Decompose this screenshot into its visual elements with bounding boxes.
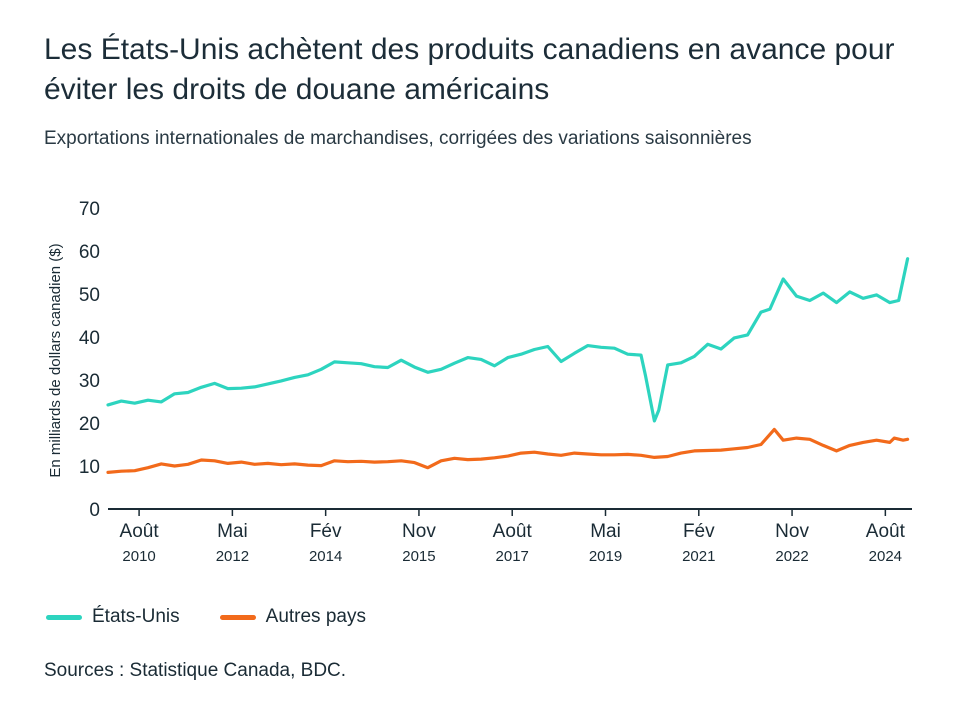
series-line-other: [106, 427, 910, 474]
y-tick-label: 60: [79, 242, 100, 263]
x-tick-label-month: Nov: [775, 521, 809, 542]
series-lines: [106, 257, 910, 474]
x-tick-label-month: Mai: [217, 521, 248, 542]
y-tick-label: 70: [79, 199, 100, 220]
x-tick-label-month: Août: [493, 521, 533, 542]
legend-swatch-us: [46, 614, 82, 620]
x-tick-label-year: 2022: [775, 548, 808, 565]
x-tick-label-year: 2021: [682, 548, 715, 565]
x-tick-label-year: 2014: [309, 548, 342, 565]
line-chart: 0 10 20 30 40 50 60 70 En milliards de dollars c…: [47, 199, 912, 565]
legend-label-other: Autres pays: [265, 606, 366, 627]
x-tick-label-month: Fév: [683, 521, 715, 542]
x-tick-label-month: Fév: [310, 521, 342, 542]
y-tick-label: 50: [79, 285, 100, 306]
series-line-us: [106, 257, 910, 423]
x-tick-label-year: 2012: [216, 548, 249, 565]
x-tick-label-year: 2015: [402, 548, 435, 565]
y-tick-label: 10: [79, 457, 100, 478]
x-tick-label-year: 2017: [496, 548, 529, 565]
x-tick-label-month: Nov: [402, 521, 436, 542]
legend-swatch-other: [219, 614, 256, 620]
x-axis: Août 2010 Mai 2012 Fév 2014 Nov 2015 Août 2017 Mai…: [108, 508, 912, 565]
y-tick-label: 30: [79, 371, 100, 392]
y-tick-label: 0: [89, 500, 100, 521]
y-tick-label: 40: [79, 328, 100, 349]
y-tick-label: 20: [79, 414, 100, 435]
legend-item-other: Autres pays: [219, 606, 366, 628]
y-axis-label: En milliards de dollars canadien ($): [47, 243, 64, 477]
x-tick-label-month: Août: [120, 521, 160, 542]
source-note: Sources : Statistique Canada, BDC.: [44, 660, 347, 681]
x-tick-label-year: 2019: [589, 548, 622, 565]
chart-title: Les États-Unis achètent des produits can…: [44, 33, 895, 106]
x-tick-label-year: 2010: [122, 548, 155, 565]
x-tick-label-month: Août: [866, 521, 906, 542]
x-tick-label-year: 2024: [869, 548, 902, 565]
legend-label-us: États-Unis: [92, 606, 180, 627]
x-tick-label-month: Mai: [590, 521, 621, 542]
legend: États-Unis Autres pays: [46, 606, 406, 628]
chart-subtitle: Exportations internationales de marchand…: [44, 128, 752, 149]
y-axis: 0 10 20 30 40 50 60 70 En milliards de dollars c…: [47, 199, 100, 521]
legend-item-us: États-Unis: [46, 606, 180, 628]
